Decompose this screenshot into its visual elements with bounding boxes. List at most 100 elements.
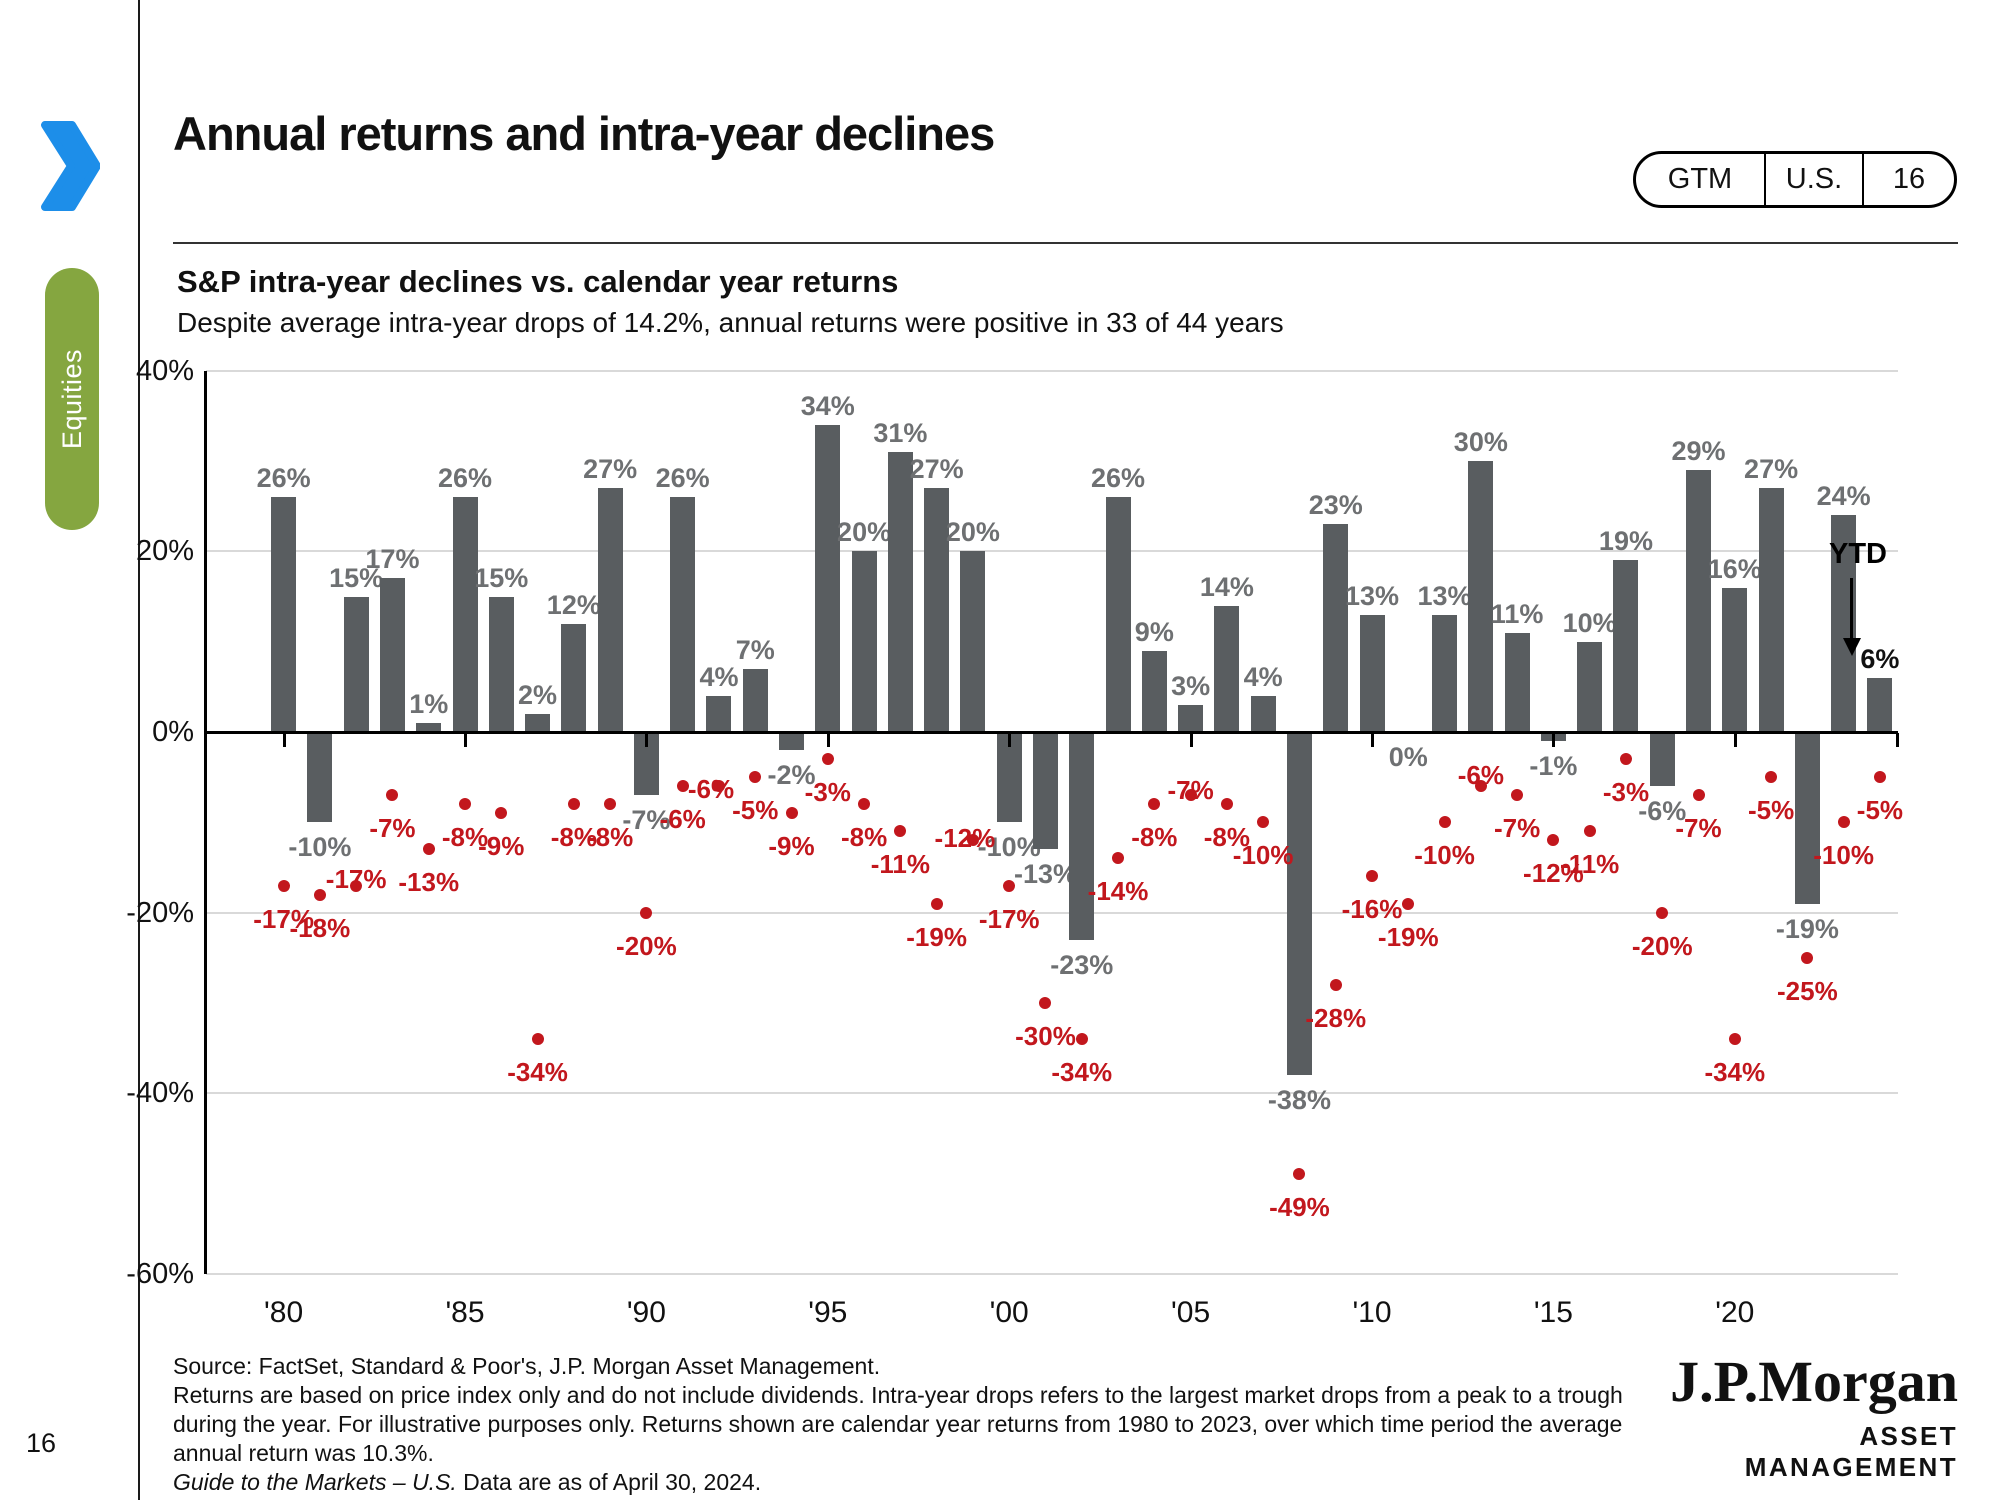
- return-bar: [887, 452, 913, 732]
- chart-title: S&P intra-year declines vs. calendar yea…: [177, 264, 899, 299]
- decline-label: -7%: [369, 813, 416, 844]
- decline-dot: [1184, 789, 1197, 802]
- return-bar-label: 4%: [1243, 661, 1283, 692]
- decline-label: -7%: [1167, 775, 1214, 806]
- sidebar-tab-equities[interactable]: Equities: [45, 268, 99, 530]
- x-axis-tick: [826, 733, 830, 747]
- return-bar-label: 4%: [699, 661, 739, 692]
- decline-dot: [712, 780, 725, 793]
- return-bar-label: 13%: [1344, 580, 1400, 611]
- return-bar-label: 27%: [583, 454, 638, 485]
- return-bar: [1069, 732, 1095, 940]
- decline-dot: [676, 780, 689, 793]
- return-bar: [1432, 614, 1458, 732]
- jpmorgan-logo: J.P.Morgan ASSET MANAGEMENT: [1640, 1348, 1958, 1483]
- return-bar: [670, 497, 696, 732]
- decline-dot: [1547, 834, 1560, 847]
- x-axis-tick: [282, 733, 286, 747]
- x-axis-tick-label: '95: [808, 1296, 848, 1329]
- chart-subtitle: Despite average intra-year drops of 14.2…: [177, 307, 1284, 338]
- decline-dot: [1619, 753, 1632, 766]
- grid-line: [206, 369, 1898, 372]
- decline-label: -8%: [550, 822, 597, 853]
- gtm-badge-region[interactable]: U.S.: [1764, 154, 1862, 205]
- decline-dot: [459, 798, 471, 811]
- y-axis-line: [204, 371, 207, 1274]
- decline-dot: [821, 753, 834, 766]
- return-bar: [561, 623, 587, 732]
- y-axis-tick-label: 0%: [152, 716, 194, 748]
- return-bar-label: 9%: [1134, 616, 1174, 647]
- decline-dot: [386, 789, 399, 802]
- y-axis-tick-label: -20%: [126, 896, 194, 929]
- decline-dot: [1438, 816, 1451, 829]
- decline-label: -6%: [659, 804, 706, 835]
- y-axis-tick-label: 20%: [135, 535, 194, 568]
- return-bar-label: 12%: [546, 589, 601, 620]
- return-bar: [996, 732, 1022, 823]
- grid-line: [206, 550, 1898, 553]
- return-bar: [779, 732, 805, 751]
- decline-label: -17%: [978, 903, 1040, 934]
- return-bar: [597, 488, 623, 732]
- return-bar-label: 6%: [1860, 643, 1900, 674]
- decline-label: -34%: [1704, 1057, 1766, 1088]
- return-bar: [1032, 732, 1058, 850]
- return-bar: [1323, 524, 1349, 732]
- decline-label: -12%: [934, 823, 996, 854]
- decline-dot: [495, 807, 508, 820]
- x-axis-tick-label: '80: [264, 1296, 304, 1329]
- return-bar: [1468, 461, 1494, 732]
- return-bar: [1250, 695, 1276, 732]
- gtm-citation-italic: Guide to the Markets – U.S.: [173, 1469, 457, 1495]
- decline-label: -10%: [1813, 840, 1874, 871]
- decline-label: -10%: [1232, 840, 1294, 871]
- y-axis-tick-label: -40%: [126, 1077, 194, 1110]
- gtm-citation: Guide to the Markets – U.S. Data are as …: [173, 1468, 1623, 1497]
- return-bar-label: 13%: [1417, 580, 1472, 611]
- return-bar: [525, 713, 551, 732]
- decline-dot: [1728, 1033, 1741, 1046]
- return-bar: [271, 497, 297, 732]
- return-bar-label: -7%: [622, 805, 671, 836]
- decline-dot: [1765, 771, 1778, 784]
- gtm-badge-gtm[interactable]: GTM: [1667, 163, 1733, 195]
- return-bar: [1178, 704, 1204, 732]
- x-axis-tick: [1371, 733, 1374, 747]
- return-bar: [1686, 470, 1712, 732]
- decline-dot: [422, 843, 435, 856]
- return-bar-label: 27%: [909, 454, 964, 485]
- decline-dot: [640, 906, 653, 919]
- decline-dot: [1474, 780, 1487, 793]
- decline-dot: [1220, 798, 1233, 811]
- return-bar: [1105, 497, 1131, 732]
- ytd-label: YTD: [1829, 538, 1887, 570]
- decline-label: -18%: [289, 912, 351, 943]
- gtm-badge-page[interactable]: 16: [1862, 154, 1954, 205]
- decline-dot: [1583, 825, 1596, 838]
- decline-label: -14%: [1087, 876, 1149, 907]
- decline-dot: [1293, 1168, 1306, 1181]
- grid-line: [206, 1092, 1898, 1095]
- decline-dot: [567, 798, 580, 811]
- decline-dot: [1511, 789, 1524, 802]
- decline-dot: [1075, 1033, 1088, 1046]
- return-bar-label: 26%: [655, 463, 710, 494]
- decline-label: -3%: [1602, 777, 1650, 808]
- return-bar: [1359, 614, 1385, 732]
- decline-label: -49%: [1269, 1192, 1330, 1223]
- decline-dot: [1148, 798, 1161, 811]
- asset-management-label: ASSET MANAGEMENT: [1744, 1421, 1958, 1482]
- return-bar: [706, 695, 732, 732]
- decline-dot: [1329, 978, 1342, 991]
- return-bar-label: 0%: [1388, 742, 1428, 772]
- return-bar: [452, 497, 478, 732]
- ytd-arrow: [1850, 578, 1853, 640]
- return-bar-label: 19%: [1598, 526, 1653, 557]
- decline-dot: [1003, 879, 1016, 892]
- decline-dot: [966, 834, 979, 847]
- return-bar: [924, 488, 950, 732]
- decline-dot: [1366, 870, 1378, 883]
- decline-dot: [930, 897, 943, 910]
